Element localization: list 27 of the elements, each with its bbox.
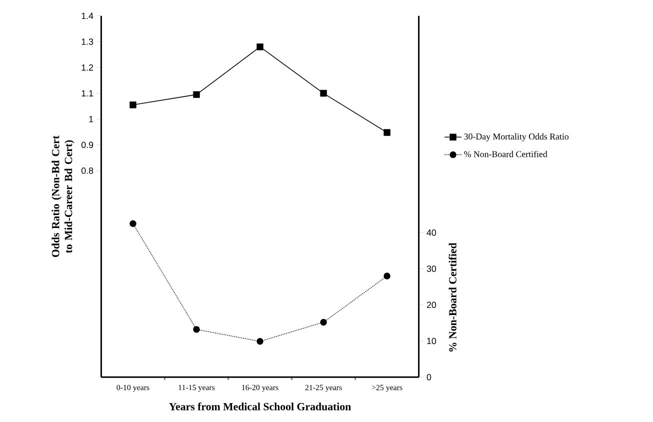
y-tick-label: 1.1: [82, 90, 94, 96]
point: [130, 102, 136, 108]
y-tick-label: 0.9: [81, 142, 94, 148]
point: [256, 338, 264, 345]
y2-tick-label: 40: [426, 230, 436, 236]
y-tick-label: 1.2: [82, 64, 94, 71]
y2-axis-title: % Non-Board Certified: [448, 242, 456, 352]
y2-tick-label: 20: [426, 302, 436, 308]
point: [193, 326, 200, 333]
point: [193, 91, 200, 98]
y-tick-label: 1.4: [82, 12, 94, 20]
y2-tick-label: 30: [426, 266, 436, 272]
y-tick-label: 1: [89, 116, 94, 122]
y-axis-title: Odds Ratio (Non-Bd Cert to Mid-Career Bd Cert): [52, 136, 74, 258]
y-tick-label: 0.8: [81, 168, 94, 174]
point: [320, 90, 327, 97]
point: [130, 220, 136, 228]
legend-label: 30-Day Mortality Odds Ratio: [464, 133, 569, 142]
point: [256, 44, 264, 50]
y-tick-label: 1.3: [82, 38, 94, 45]
x-axis-title: Years from Medical School Graduation: [169, 402, 351, 410]
point: [384, 129, 390, 136]
legend-label: % Non-Board Certified: [464, 150, 548, 158]
point: [384, 272, 390, 280]
point: [320, 318, 327, 326]
y2-tick-label: 10: [427, 338, 436, 344]
y2-tick-label: 0: [426, 374, 432, 380]
